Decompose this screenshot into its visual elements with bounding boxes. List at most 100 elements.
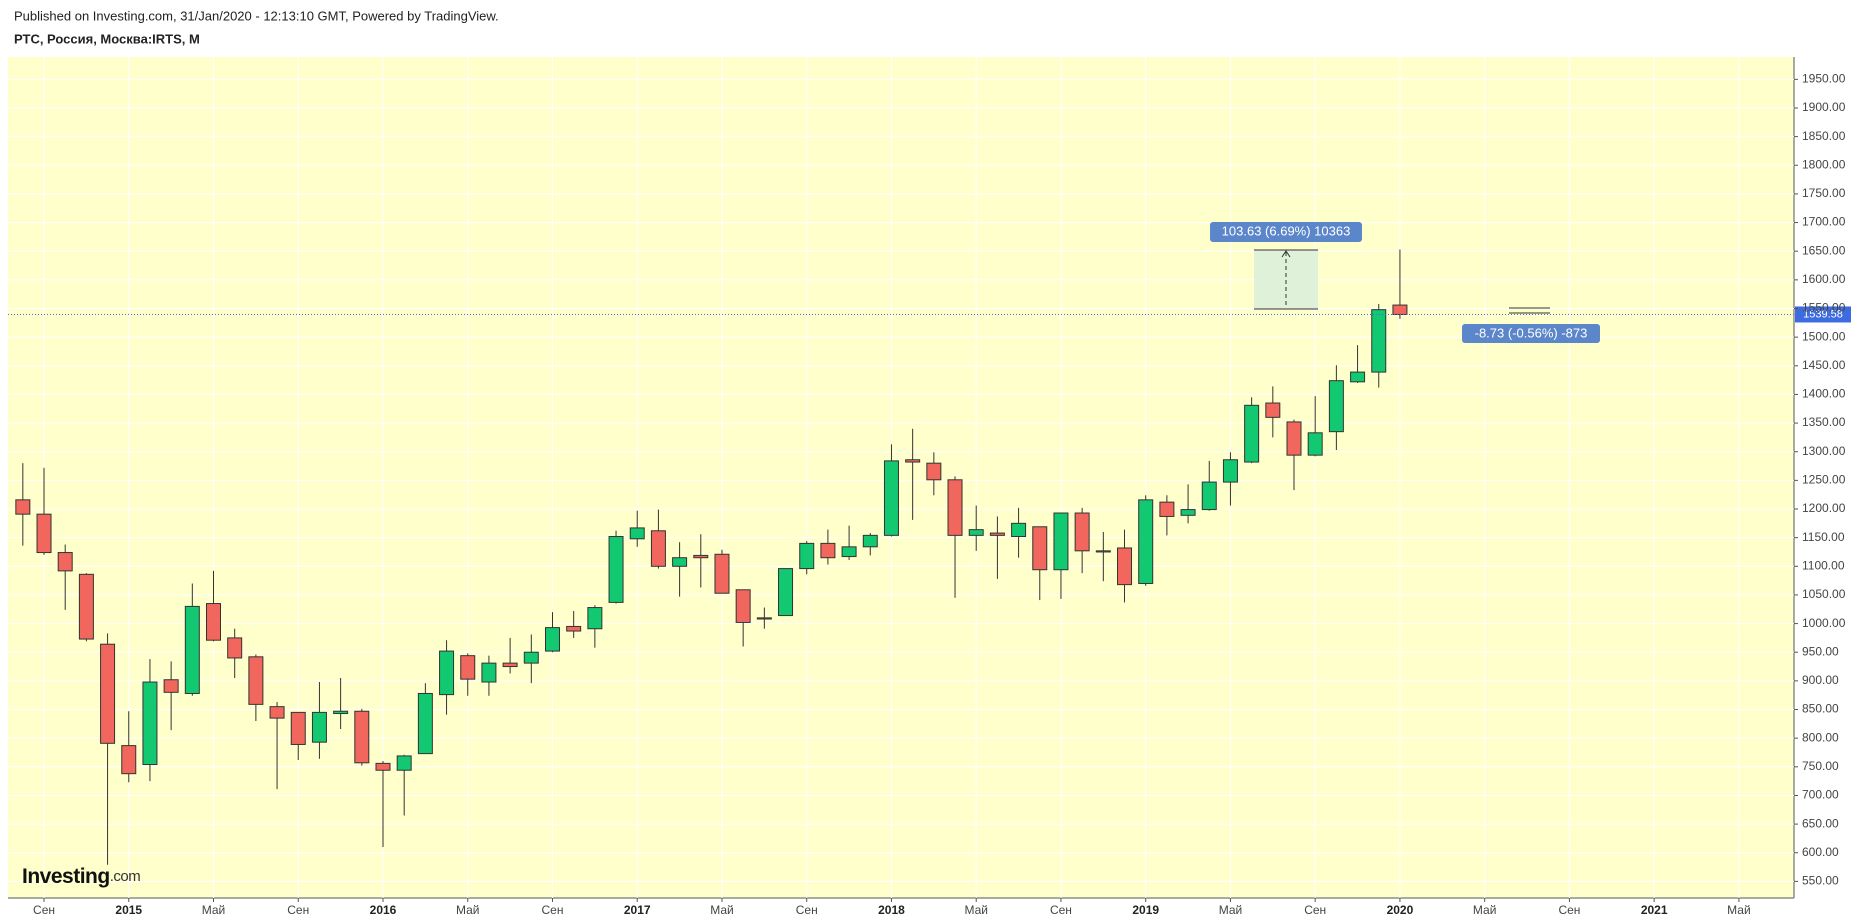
x-tick-label: Май [1727,903,1751,917]
candle-body [227,637,243,659]
candle-body [1265,402,1281,418]
candle-body [1371,309,1387,373]
x-tick-label: 2017 [624,903,651,917]
measure-label-bg [1462,324,1600,343]
x-tick-label: Сен [796,903,818,917]
candle-body [1117,547,1133,586]
measure-box [1254,250,1318,309]
candle-body [184,605,200,694]
x-tick-label: Май [1219,903,1243,917]
candle-body [608,536,624,603]
candle-body [1286,421,1302,456]
candle-body [523,651,539,664]
candle-body [968,529,984,536]
y-tick-label: 800.00 [1802,730,1839,744]
grid [8,57,1794,898]
y-tick-label: 1200.00 [1802,501,1846,515]
candle-body [841,546,857,558]
candle-body [163,679,179,693]
candle-body [290,711,306,745]
candle-body [799,542,815,570]
x-tick-label: Май [1473,903,1497,917]
x-tick-label: Сен [1050,903,1072,917]
x-tick-label: 2018 [878,903,905,917]
candle-body [1032,526,1048,571]
measure-label: -8.73 (-0.56%) -873 [1475,325,1588,340]
candle-body [142,681,158,766]
y-tick-label: 1500.00 [1802,329,1846,343]
candle-body [693,554,709,559]
candle-body [36,513,52,554]
symbol-title: РТС, Россия, Москва:IRTS, M [14,31,200,46]
y-tick-label: 1400.00 [1802,387,1846,401]
logo-name: Investing [22,865,110,888]
y-tick-label: 950.00 [1802,644,1839,658]
candles [15,249,1408,865]
y-tick-label: 1100.00 [1802,558,1845,572]
candle-body [756,617,772,620]
measure-label: 103.63 (6.69%) 10363 [1222,223,1351,238]
y-tick-label: 550.00 [1802,874,1839,888]
y-tick-label: 1850.00 [1802,129,1846,143]
candle-body [714,553,730,594]
candle-body [78,573,94,640]
candle-body [650,530,666,567]
y-tick-label: 1300.00 [1802,444,1846,458]
candle-body [15,499,31,515]
y-tick-label: 850.00 [1802,702,1839,716]
candle-body [778,568,794,617]
candle-body [1095,550,1111,553]
candle-body [1222,459,1238,483]
x-tick-label: Май [964,903,988,917]
y-tick-label: 650.00 [1802,816,1839,830]
candle-body [1201,481,1217,511]
candle-body [1011,522,1027,538]
candle-body [544,627,560,652]
y-tick-label: 1050.00 [1802,587,1846,601]
candle-body [311,711,327,743]
x-tick-label: Май [202,903,226,917]
plot-area [8,57,1794,898]
candle-body [989,532,1005,536]
candle-body [1074,512,1090,552]
last-price-badge [1795,306,1851,323]
candle-body [1350,371,1366,383]
logo-suffix: .com [110,868,141,885]
candle-body [1053,512,1069,571]
last-price-label: 1539.58 [1803,308,1843,320]
candle-body [926,462,942,481]
x-tick-label: Сен [542,903,564,917]
x-tick-label: Сен [1558,903,1580,917]
candle-body [587,607,603,630]
y-tick-label: 1700.00 [1802,215,1846,229]
candle-body [439,650,455,696]
x-tick-label: Сен [1304,903,1326,917]
candle-body [375,762,391,771]
x-tick-label: 2015 [115,903,142,917]
candle-body [100,643,116,744]
x-tick-label: 2019 [1132,903,1159,917]
candle-body [566,625,582,632]
published-note: Published on Investing.com, 31/Jan/2020 … [14,8,499,23]
y-tick-label: 1600.00 [1802,272,1846,286]
candle-body [396,755,412,771]
logo: Investing.com [22,865,140,888]
candle-body [820,542,836,559]
measure-arrow-head [1281,250,1291,258]
candle-body [1307,432,1323,456]
candle-body [672,557,688,567]
y-tick-label: 700.00 [1802,788,1839,802]
y-tick-label: 600.00 [1802,845,1839,859]
candle-body [1138,499,1154,584]
y-tick-label: 1550.00 [1802,301,1846,315]
candle-body [460,655,476,680]
candle-body [1244,404,1260,463]
candle-body [417,692,433,755]
candle-body [354,710,370,764]
y-tick-label: 1950.00 [1802,72,1846,86]
y-tick-label: 1450.00 [1802,358,1846,372]
candle-body [905,459,921,463]
y-tick-label: 750.00 [1802,759,1839,773]
candle-body [735,589,751,623]
